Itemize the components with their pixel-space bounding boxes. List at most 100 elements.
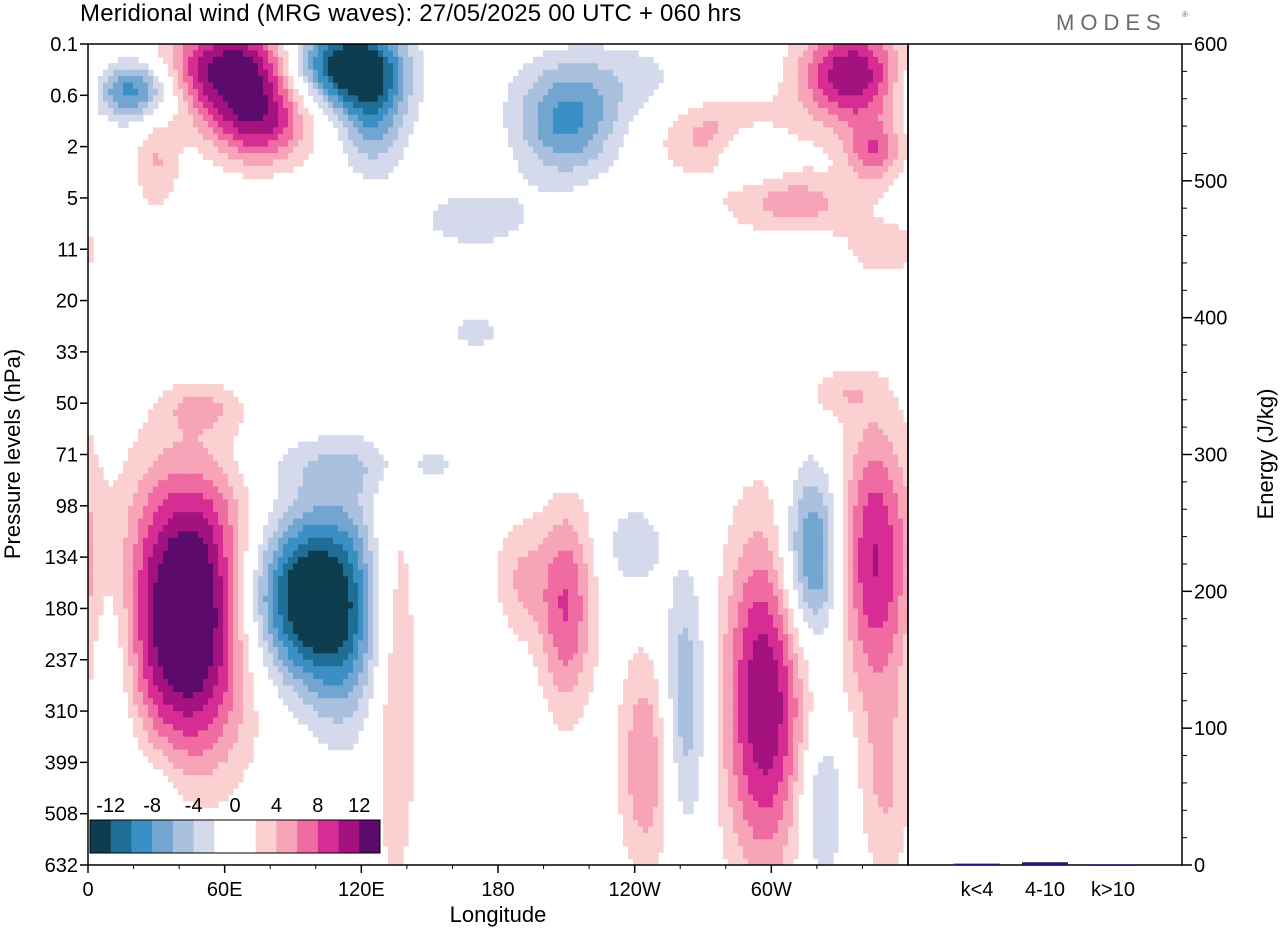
heatmap-cell <box>548 159 554 167</box>
heatmap-cell <box>598 165 604 173</box>
heatmap-cell <box>903 492 908 500</box>
heatmap-cell <box>183 127 189 135</box>
heatmap-cell <box>193 473 199 481</box>
heatmap-cell <box>303 518 309 526</box>
heatmap-cell <box>93 505 99 513</box>
heatmap-cell <box>173 441 179 449</box>
heatmap-cell <box>828 127 834 135</box>
heatmap-cell <box>873 191 879 199</box>
heatmap-cell <box>698 153 704 161</box>
heatmap-cell <box>808 82 814 90</box>
heatmap-cell <box>118 557 124 565</box>
heatmap-cell <box>418 76 424 84</box>
heatmap-cell <box>218 403 224 411</box>
heatmap-cell <box>853 435 859 443</box>
heatmap-cell <box>803 44 809 52</box>
heatmap-cell <box>533 531 539 539</box>
heatmap-cell <box>493 217 499 225</box>
heatmap-cell <box>578 178 584 186</box>
heatmap-cell <box>898 576 904 584</box>
heatmap-cell <box>268 44 274 52</box>
heatmap-cell <box>548 550 554 558</box>
heatmap-cell <box>563 563 569 571</box>
heatmap-cell <box>358 505 364 513</box>
heatmap-cell <box>873 441 879 449</box>
heatmap-cell <box>863 204 869 212</box>
heatmap-cell <box>128 505 134 513</box>
heatmap-cell <box>903 537 908 545</box>
heatmap-cell <box>348 486 354 494</box>
heatmap-cell <box>173 569 179 577</box>
heatmap-cell <box>398 153 404 161</box>
heatmap-cell <box>543 165 549 173</box>
heatmap-cell <box>823 101 829 109</box>
heatmap-cell <box>753 512 759 520</box>
heatmap-cell <box>633 544 639 552</box>
heatmap-cell <box>763 197 769 205</box>
heatmap-cell <box>143 569 149 577</box>
heatmap-cell <box>193 569 199 577</box>
heatmap-cell <box>808 108 814 116</box>
heatmap-cell <box>568 44 574 52</box>
heatmap-cell <box>783 120 789 128</box>
heatmap-cell <box>843 569 849 577</box>
heatmap-cell <box>838 114 844 122</box>
heatmap-cell <box>798 114 804 122</box>
heatmap-cell <box>898 159 904 167</box>
heatmap-cell <box>148 544 154 552</box>
heatmap-cell <box>218 480 224 488</box>
heatmap-cell <box>818 531 824 539</box>
heatmap-cell <box>308 114 314 122</box>
heatmap-cell <box>103 69 109 77</box>
heatmap-cell <box>763 204 769 212</box>
heatmap-cell <box>183 69 189 77</box>
heatmap-cell <box>218 390 224 398</box>
heatmap-cell <box>848 114 854 122</box>
heatmap-cell <box>513 101 519 109</box>
heatmap-cell <box>548 120 554 128</box>
heatmap-cell <box>678 127 684 135</box>
heatmap-cell <box>343 492 349 500</box>
heatmap-cell <box>533 56 539 64</box>
heatmap-cell <box>198 486 204 494</box>
heatmap-cell <box>198 499 204 507</box>
heatmap-cell <box>818 82 824 90</box>
heatmap-cell <box>828 217 834 225</box>
heatmap-cell <box>348 518 354 526</box>
heatmap-cell <box>573 531 579 539</box>
heatmap-cell <box>843 403 849 411</box>
heatmap-cell <box>558 114 564 122</box>
heatmap-cell <box>348 563 354 571</box>
heatmap-cell <box>143 582 149 590</box>
heatmap-cell <box>803 56 809 64</box>
heatmap-cell <box>333 454 339 462</box>
heatmap-cell <box>843 108 849 116</box>
heatmap-cell <box>853 563 859 571</box>
heatmap-cell <box>633 550 639 558</box>
heatmap-cell <box>148 140 154 148</box>
heatmap-cell <box>98 537 104 545</box>
heatmap-cell <box>498 217 504 225</box>
heatmap-cell <box>178 557 184 565</box>
heatmap-cell <box>448 223 454 231</box>
heatmap-cell <box>578 550 584 558</box>
heatmap-cell <box>898 230 904 238</box>
heatmap-cell <box>878 416 884 424</box>
heatmap-cell <box>243 88 249 96</box>
heatmap-cell <box>878 63 884 71</box>
heatmap-cell <box>278 473 284 481</box>
heatmap-cell <box>123 82 129 90</box>
heatmap-cell <box>823 56 829 64</box>
heatmap-cell <box>273 133 279 141</box>
heatmap-cell <box>383 460 389 468</box>
heatmap-cell <box>93 460 99 468</box>
heatmap-cell <box>858 114 864 122</box>
heatmap-cell <box>263 95 269 103</box>
heatmap-cell <box>488 197 494 205</box>
heatmap-cell <box>618 50 624 58</box>
heatmap-cell <box>308 467 314 475</box>
heatmap-cell <box>143 480 149 488</box>
heatmap-cell <box>853 69 859 77</box>
heatmap-cell <box>863 95 869 103</box>
heatmap-cell <box>223 82 229 90</box>
